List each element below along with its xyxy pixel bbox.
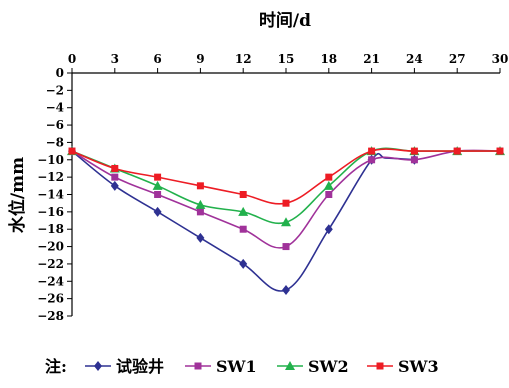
y-tick-label: −14 [37,188,64,202]
data-point [282,284,290,295]
y-tick-label: −26 [37,292,64,306]
x-tick-label: 3 [111,52,119,66]
data-point [410,156,418,164]
y-tick-label: −16 [37,205,64,219]
y-axis-label: 水位/mm [7,157,28,233]
data-point [196,232,205,243]
x-tick-label: 12 [235,52,252,66]
series-line [71,150,415,292]
x-axis-label: 时间/d [259,10,311,31]
data-point [153,206,162,217]
legend-swatch-marker [376,362,384,370]
data-point [239,258,248,269]
y-tick-label: −8 [46,135,64,149]
y-tick-label: −18 [37,222,64,236]
y-tick-label: −28 [37,309,64,323]
legend-label: SW1 [216,357,257,376]
x-tick-label: 18 [320,52,337,66]
y-tick-label: −2 [46,83,64,97]
data-point [239,191,247,198]
data-point [154,173,162,181]
legend-label: SW3 [398,357,439,376]
data-point [410,147,418,155]
legend-swatch-marker [194,362,202,370]
y-tick-label: −20 [37,240,64,254]
legend-item: SW2 [277,357,349,376]
data-point [196,208,204,216]
legend-swatch-marker [285,361,295,370]
x-tick-label: 0 [68,52,76,66]
y-tick-label: −10 [37,153,64,167]
y-tick-label: −6 [46,118,64,132]
data-point [195,199,206,209]
series-SW3 [68,147,504,207]
data-point [111,164,119,172]
y-tick-label: −12 [37,170,64,184]
x-tick-label: 9 [196,52,204,66]
data-point [196,182,204,190]
legend-item: SW1 [185,357,257,376]
x-tick-label: 27 [449,52,466,66]
y-tick-label: 0 [56,66,64,80]
data-point [68,147,76,155]
data-point [111,173,119,181]
axes: 0 3 6 9 12 15 18 21 24 27 30 0 −2 −4 −6 −8 −10 −12 −14 −16 −… [37,52,508,323]
y-tick-label: −4 [46,101,64,115]
data-point [325,173,333,181]
data-point [325,191,333,198]
series-layer [67,146,505,295]
y-tick-label: −22 [37,257,64,271]
data-point [239,225,247,233]
legend-swatch-marker [94,361,102,371]
x-tick-label: 15 [278,52,295,66]
x-tick-label: 21 [363,52,380,66]
data-point [281,217,291,227]
legend-prefix: 注: [45,357,67,376]
x-tick-label: 24 [406,52,423,66]
x-tick-label: 30 [492,52,509,66]
data-point [496,147,504,155]
data-point [238,206,249,216]
data-point [152,180,163,190]
legend: 注: 试验井 SW1 SW2 SW3 [45,357,439,376]
data-point [110,180,119,191]
data-point [324,224,333,235]
legend-label: 试验井 [116,357,164,376]
series-试验井 [68,146,419,295]
legend-item: SW3 [367,357,439,376]
data-point [368,156,376,164]
legend-label: SW2 [308,357,349,376]
y-tick-label: −24 [37,274,64,288]
data-point [282,199,290,207]
data-point [154,191,162,198]
x-tick-label: 6 [153,52,161,66]
data-point [453,147,461,155]
data-point [282,243,290,251]
data-point [368,147,376,155]
series-SW2 [67,146,505,227]
legend-item: 试验井 [85,357,164,376]
data-point [323,180,334,190]
